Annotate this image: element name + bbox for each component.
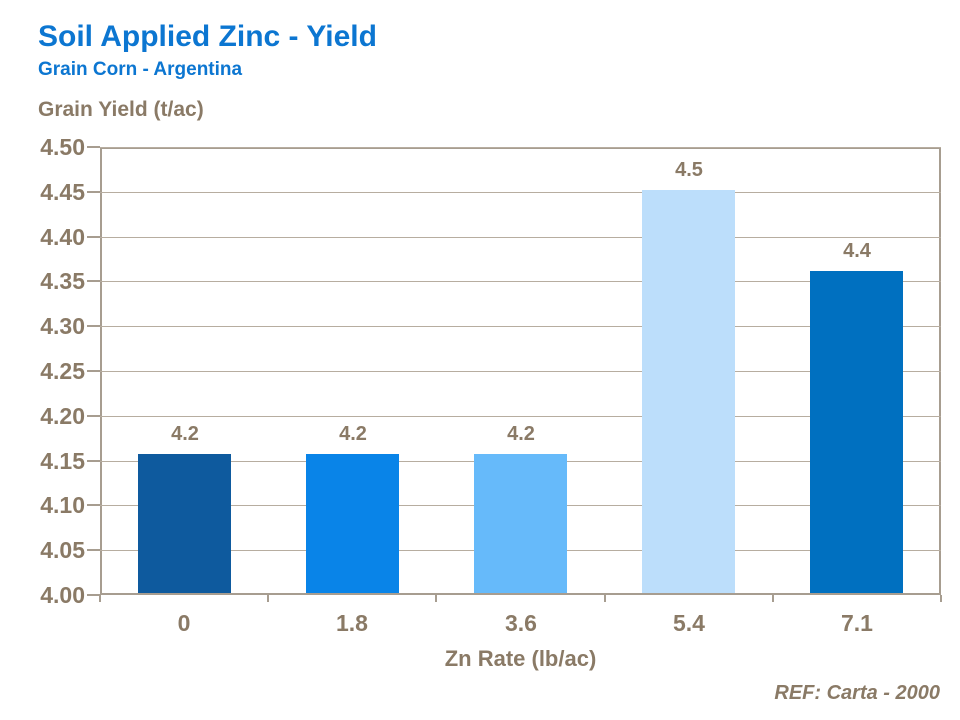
y-tick-label: 4.45 (40, 179, 85, 205)
x-axis-tick (604, 595, 606, 602)
chart-subtitle: Grain Corn - Argentina (38, 59, 243, 80)
y-axis-tick (87, 460, 100, 462)
x-axis-tick (772, 595, 774, 602)
y-axis-tick (87, 325, 100, 327)
x-axis-tick (267, 595, 269, 602)
y-axis-tick (87, 594, 100, 596)
gridline (100, 326, 941, 327)
gridline (100, 147, 941, 148)
y-axis-tick (87, 146, 100, 148)
y-axis-tick (87, 370, 100, 372)
gridline (100, 281, 941, 282)
y-tick-label: 4.10 (40, 492, 85, 518)
y-tick-label: 4.30 (40, 313, 85, 339)
y-axis-tick (87, 191, 100, 193)
y-tick-label: 4.20 (40, 403, 85, 429)
y-tick-label: 4.50 (40, 134, 85, 160)
bar-zn-5.4 (642, 190, 735, 593)
bar-data-label: 4.5 (675, 159, 703, 181)
y-tick-label: 4.05 (40, 537, 85, 563)
bar-zn-7.1 (810, 271, 903, 593)
gridline (100, 192, 941, 193)
gridline (100, 371, 941, 372)
y-tick-label: 4.00 (40, 582, 85, 608)
bar-data-label: 4.2 (339, 423, 367, 445)
bar-data-label: 4.4 (843, 240, 871, 262)
y-tick-label: 4.25 (40, 358, 85, 384)
y-axis-title: Grain Yield (t/ac) (38, 98, 204, 121)
gridline (100, 237, 941, 238)
x-tick-label: 0 (177, 610, 191, 636)
bar-zn-0 (138, 454, 231, 593)
bar-data-label: 4.2 (171, 423, 199, 445)
x-tick-label: 7.1 (841, 610, 873, 636)
chart-title: Soil Applied Zinc - Yield (38, 20, 377, 53)
x-tick-label: 3.6 (505, 610, 537, 636)
y-axis-tick (87, 504, 100, 506)
y-axis-tick (87, 236, 100, 238)
x-axis-tick (435, 595, 437, 602)
y-tick-label: 4.15 (40, 448, 85, 474)
y-axis-tick (87, 549, 100, 551)
x-tick-label: 5.4 (673, 610, 705, 636)
reference-note: REF: Carta - 2000 (774, 682, 940, 704)
y-axis-tick (87, 415, 100, 417)
x-axis-tick (99, 595, 101, 602)
x-axis-tick (940, 595, 942, 602)
bar-data-label: 4.2 (507, 423, 535, 445)
gridline (100, 416, 941, 417)
y-tick-label: 4.40 (40, 224, 85, 250)
x-tick-label: 1.8 (336, 610, 368, 636)
bar-zn-1.8 (306, 454, 399, 593)
x-axis-title: Zn Rate (lb/ac) (444, 646, 597, 671)
y-tick-label: 4.35 (40, 268, 85, 294)
y-axis-tick (87, 280, 100, 282)
bar-zn-3.6 (474, 454, 567, 593)
